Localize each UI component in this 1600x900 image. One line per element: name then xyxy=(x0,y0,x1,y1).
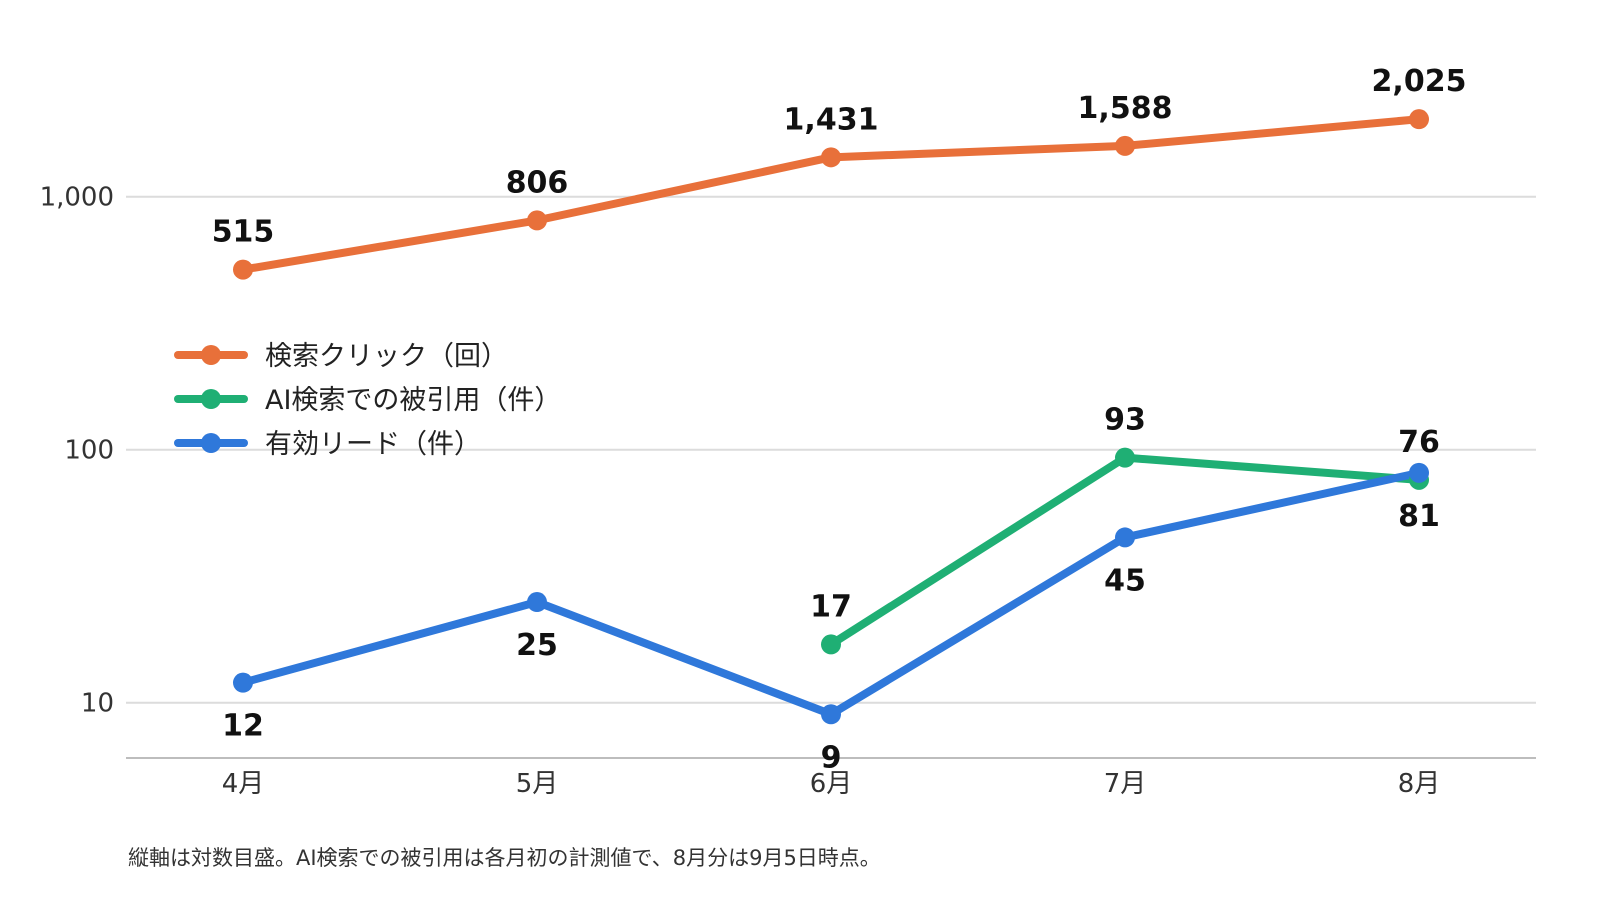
series-0-data-label-3: 1,588 xyxy=(1078,91,1173,126)
series-2-point-1 xyxy=(527,592,547,613)
y-tick-label-0: 10 xyxy=(81,689,114,719)
series-2-point-2 xyxy=(821,704,841,725)
legend-label-2: 有効リード（件） xyxy=(265,429,481,460)
legend-swatch-marker-1 xyxy=(201,389,221,409)
legend-swatch-marker-0 xyxy=(201,345,221,365)
series-1-point-3 xyxy=(1115,447,1135,468)
series-1-point-2 xyxy=(821,634,841,655)
series-1-line xyxy=(827,453,1423,649)
series-2-data-label-4: 81 xyxy=(1398,499,1440,534)
series-0-point-2 xyxy=(821,147,841,168)
legend-swatch-marker-2 xyxy=(201,433,221,453)
series-0-point-0 xyxy=(233,259,253,280)
series-1-data-label-3: 93 xyxy=(1104,403,1146,438)
x-tick-label-3: 7月 xyxy=(1104,769,1147,799)
chart-footnote: 縦軸は対数目盛。AI検索での被引用は各月初の計測値で、8月分は9月5日時点。 xyxy=(128,846,881,870)
series-0-data-label-0: 515 xyxy=(212,215,275,250)
legend-label-1: AI検索での被引用（件） xyxy=(265,385,561,416)
series-0-point-1 xyxy=(527,210,547,231)
series-0-data-label-1: 806 xyxy=(506,165,569,200)
series-2-point-0 xyxy=(233,672,253,693)
legend-label-0: 検索クリック（回） xyxy=(265,341,508,372)
y-tick-label-2: 1,000 xyxy=(40,183,114,213)
series-0-line xyxy=(239,115,1423,274)
x-tick-label-1: 5月 xyxy=(516,769,559,799)
x-tick-label-4: 8月 xyxy=(1398,769,1441,799)
x-tick-label-2: 6月 xyxy=(810,769,853,799)
series-0-data-label-2: 1,431 xyxy=(784,102,879,137)
series-0-point-4 xyxy=(1409,109,1429,130)
x-tick-label-0: 4月 xyxy=(222,769,265,799)
series-2-data-label-2: 9 xyxy=(821,740,842,775)
series-0-data-label-4: 2,025 xyxy=(1372,64,1467,99)
series-2-point-4 xyxy=(1409,462,1429,483)
series-2-point-3 xyxy=(1115,527,1135,548)
series-1-data-label-2: 17 xyxy=(810,589,852,624)
series-1-data-label-4: 76 xyxy=(1398,425,1440,460)
y-tick-label-1: 100 xyxy=(64,436,114,466)
series-2-data-label-3: 45 xyxy=(1104,563,1146,598)
series-2-data-label-0: 12 xyxy=(222,709,264,744)
series-2-data-label-1: 25 xyxy=(516,628,558,663)
series-0-point-3 xyxy=(1115,135,1135,156)
